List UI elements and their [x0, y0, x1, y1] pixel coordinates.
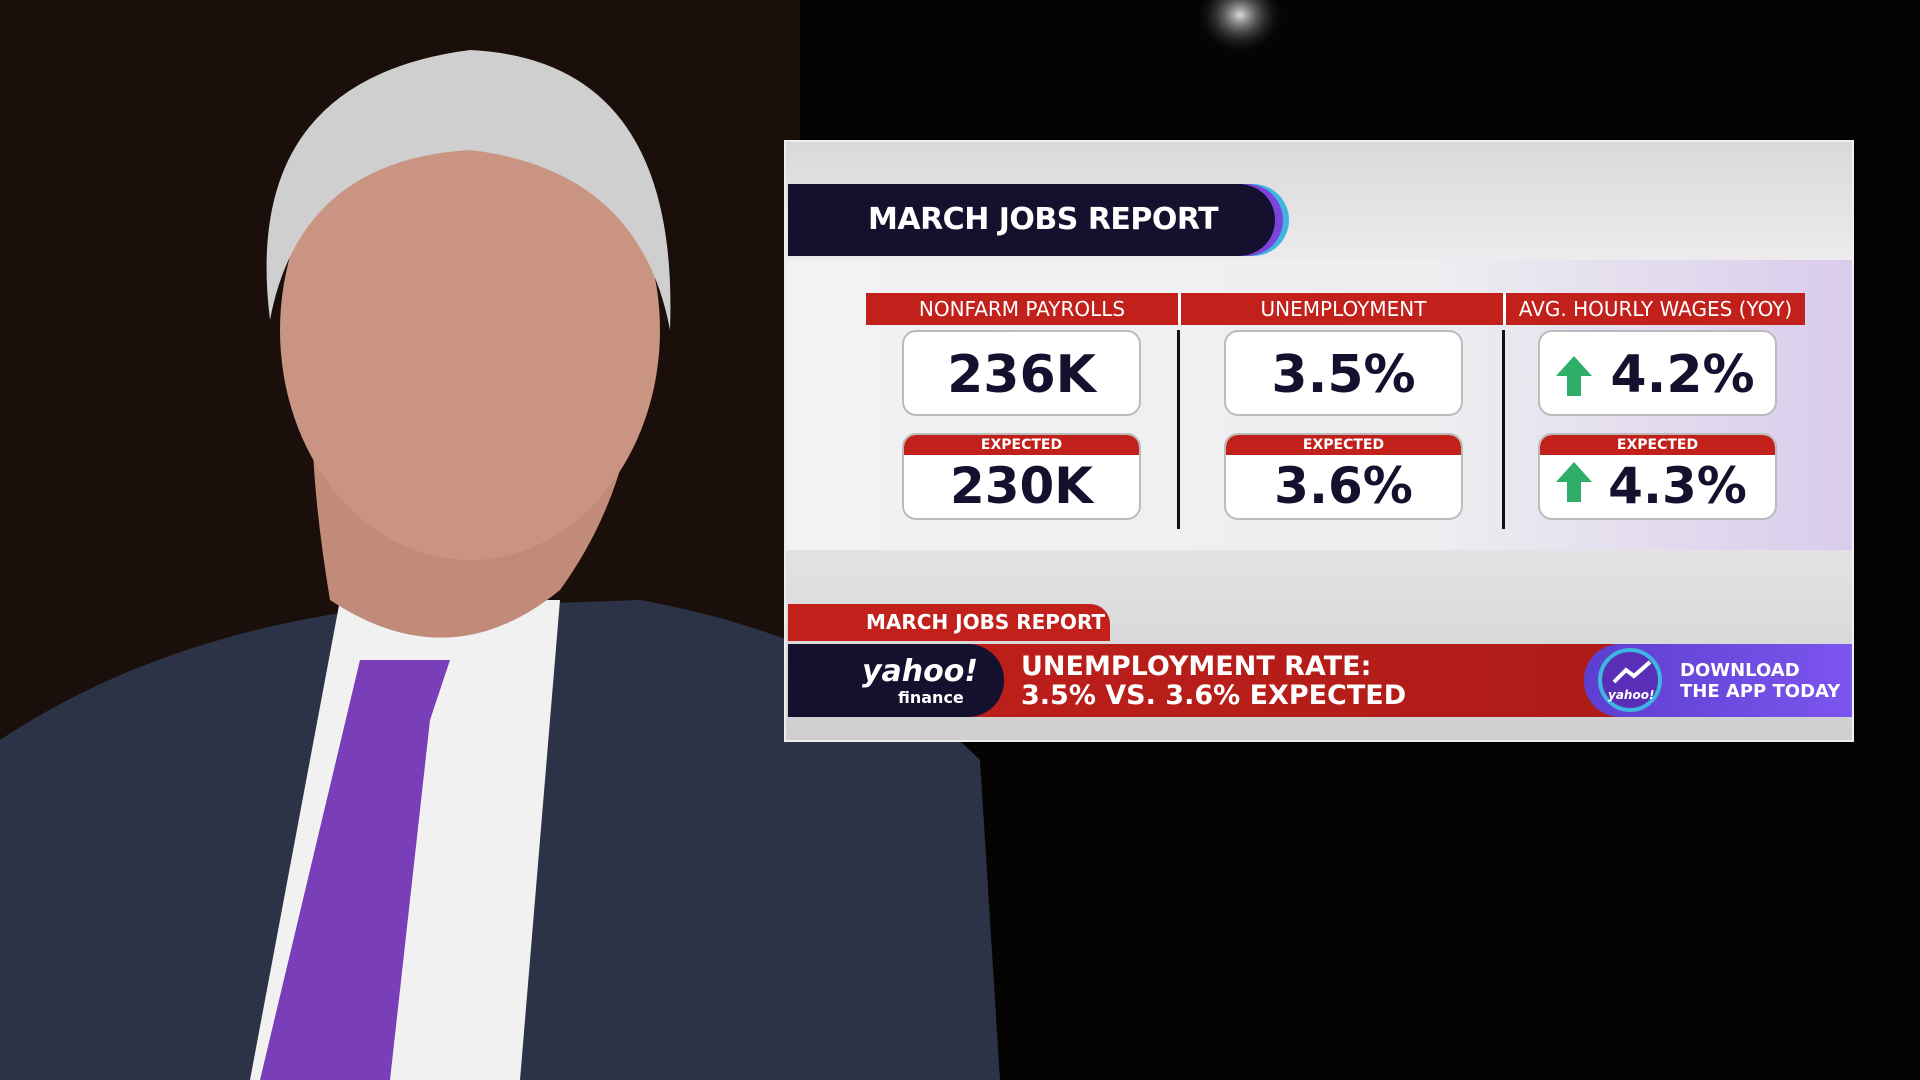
app-icon: yahoo!	[1598, 648, 1662, 712]
actual-value: 3.5%	[1224, 330, 1463, 416]
ticker-tag-text: MARCH JOBS REPORT	[866, 610, 1106, 634]
column-divider	[1502, 330, 1505, 529]
app-text-line: THE APP TODAY	[1680, 681, 1841, 702]
jobs-report-panel: MARCH JOBS REPORT NONFARM PAYROLLS UNEMP…	[784, 140, 1854, 742]
column-header: NONFARM PAYROLLS	[866, 293, 1178, 325]
headline: UNEMPLOYMENT RATE: 3.5% VS. 3.6% EXPECTE…	[1021, 652, 1406, 710]
ticker-tag: MARCH JOBS REPORT	[788, 604, 1110, 641]
brand: yahoo!	[862, 654, 979, 689]
up-arrow	[1556, 462, 1592, 502]
ticker-bar: yahoo! finance UNEMPLOYMENT RATE: 3.5% V…	[788, 644, 1852, 717]
column-header: UNEMPLOYMENT	[1178, 293, 1506, 325]
expected-value: 3.6%	[1274, 457, 1413, 515]
headline-line: UNEMPLOYMENT RATE:	[1021, 651, 1372, 682]
expected-box: EXPECTED 230K	[902, 433, 1141, 520]
expected-value: 230K	[949, 457, 1094, 515]
app-text-line: DOWNLOAD	[1680, 660, 1800, 681]
column-divider	[1177, 330, 1180, 529]
actual-value: 236K	[902, 330, 1141, 416]
expected-label: EXPECTED	[904, 435, 1139, 455]
app-text: DOWNLOAD THE APP TODAY	[1680, 660, 1840, 702]
expected-box: EXPECTED 4.3%	[1538, 433, 1777, 520]
actual-value: 4.2%	[1538, 330, 1777, 416]
expected-label: EXPECTED	[1226, 435, 1461, 455]
expected-box: EXPECTED 3.6%	[1224, 433, 1463, 520]
app-logo: yahoo!	[1608, 688, 1655, 702]
app-promo[interactable]: yahoo! DOWNLOAD THE APP TODAY	[1584, 644, 1852, 717]
column-header: AVG. HOURLY WAGES (YOY)	[1503, 293, 1805, 325]
title-bar: MARCH JOBS REPORT	[788, 184, 1275, 256]
brand-sub: finance	[898, 688, 964, 707]
up-arrow	[1556, 356, 1592, 396]
headline-line: 3.5% VS. 3.6% EXPECTED	[1021, 680, 1407, 711]
title: MARCH JOBS REPORT	[868, 202, 1219, 237]
expected-label: EXPECTED	[1540, 435, 1775, 455]
expected-value: 4.3%	[1608, 457, 1747, 515]
brand-logo: yahoo! finance	[788, 644, 1004, 717]
app-chart-icon	[1612, 660, 1652, 684]
